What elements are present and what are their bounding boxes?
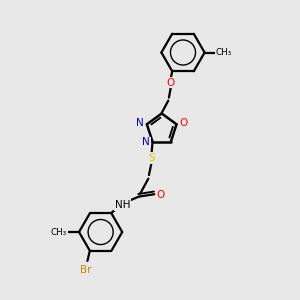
Text: N: N xyxy=(142,137,150,147)
Text: Br: Br xyxy=(80,265,92,275)
Text: S: S xyxy=(148,153,154,163)
Text: O: O xyxy=(157,190,165,200)
Text: N: N xyxy=(136,118,144,128)
Text: O: O xyxy=(167,78,175,88)
Text: O: O xyxy=(179,118,187,128)
Text: NH: NH xyxy=(115,200,130,210)
Text: CH₃: CH₃ xyxy=(216,48,232,57)
Text: CH₃: CH₃ xyxy=(51,227,67,236)
